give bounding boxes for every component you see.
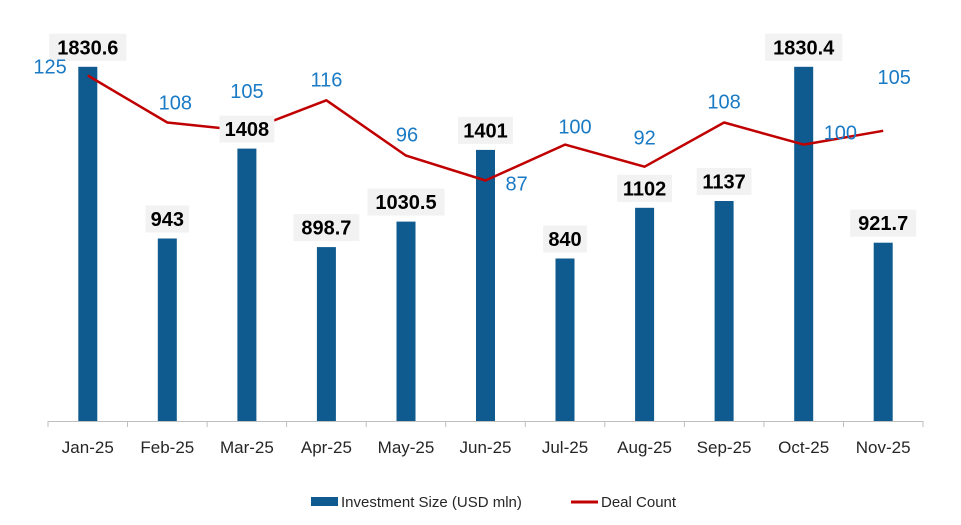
bar-mar-25 <box>237 148 257 421</box>
bars-layer <box>78 66 893 422</box>
bar-feb-25 <box>157 238 177 421</box>
bar-data-label-text: 1408 <box>225 119 270 141</box>
bar-data-label-text: 1830.6 <box>57 37 118 59</box>
legend-swatch-bar <box>311 497 338 506</box>
x-tick-label: Feb-25 <box>140 438 194 457</box>
line-data-label-mar-25: 105 <box>230 81 263 103</box>
bar-jul-25 <box>555 258 575 421</box>
bar-nov-25 <box>873 242 893 421</box>
bar-jun-25 <box>476 149 495 421</box>
legend-item-deal-count[interactable]: Deal Count <box>571 494 677 511</box>
bar-oct-25 <box>794 66 814 422</box>
bar-data-label-box <box>219 115 275 143</box>
bar-data-label-text: 943 <box>151 209 184 231</box>
bar-data-label-apr-25: 898.7 <box>293 214 360 242</box>
bar-data-label-text: 1830.4 <box>773 37 835 59</box>
x-tick-label: Sep-25 <box>697 438 752 457</box>
line-data-label-aug-25: 92 <box>633 128 655 150</box>
line-data-label-jul-25: 100 <box>558 117 591 139</box>
line-data-label-may-25: 96 <box>396 125 418 147</box>
bar-data-label-box <box>543 225 587 253</box>
bar-aug-25 <box>635 207 655 421</box>
line-data-label-jun-25: 87 <box>506 174 528 196</box>
line-data-label-jan-25: 125 <box>33 57 66 79</box>
bar-data-label-text: 840 <box>548 229 581 251</box>
bar-data-label-feb-25: 943 <box>145 205 190 233</box>
bar-data-label-box <box>765 33 843 61</box>
line-labels-layer: 125 108 105 116 96 87 100 92 108 100 105 <box>33 57 910 196</box>
legend-item-investment-size[interactable]: Investment Size (USD mln) <box>311 494 522 511</box>
bar-data-label-box <box>458 116 513 144</box>
bar-data-label-oct-25: 1830.4 <box>765 33 843 61</box>
x-tick-label: Jun-25 <box>460 438 512 457</box>
bar-data-label-aug-25: 1102 <box>617 174 672 202</box>
bar-data-label-text: 1137 <box>702 172 745 194</box>
x-tick-label: Nov-25 <box>856 438 911 457</box>
bar-data-label-text: 1030.5 <box>375 192 436 214</box>
bar-data-label-may-25: 1030.5 <box>367 188 445 216</box>
x-tick-label: Jul-25 <box>542 438 588 457</box>
x-tick-label: May-25 <box>378 438 435 457</box>
bar-data-label-jan-25: 1830.6 <box>49 33 127 61</box>
bar-sep-25 <box>714 201 734 421</box>
bar-data-label-box <box>145 205 190 233</box>
bar-data-label-jul-25: 840 <box>543 225 587 253</box>
bar-data-label-box <box>367 188 445 216</box>
bar-data-label-box <box>617 174 672 202</box>
bar-may-25 <box>396 221 416 421</box>
bar-data-label-text: 1102 <box>623 178 666 200</box>
x-tick-label: Aug-25 <box>617 438 672 457</box>
bar-apr-25 <box>316 247 336 421</box>
bar-data-label-text: 898.7 <box>301 218 351 240</box>
line-data-label-oct-25: 100 <box>824 123 857 145</box>
bar-data-label-text: 921.7 <box>858 213 908 235</box>
bar-data-label-mar-25: 1408 <box>219 115 275 143</box>
x-axis: Jan-25 Feb-25 Mar-25 Apr-25 May-25 Jun-25 Jul-… <box>47 421 924 457</box>
bar-jan-25 <box>78 66 98 422</box>
line-data-label-apr-25: 116 <box>310 69 342 91</box>
line-data-label-nov-25: 105 <box>878 67 911 89</box>
bar-data-label-box <box>696 168 752 195</box>
line-data-label-feb-25: 108 <box>159 93 192 115</box>
bar-data-label-box <box>49 33 127 61</box>
bar-data-label-box <box>850 209 917 237</box>
x-tick-label: Apr-25 <box>301 438 352 457</box>
line-data-label-sep-25: 108 <box>707 92 740 114</box>
bar-data-label-sep-25: 1137 <box>696 168 752 195</box>
bar-data-label-text: 1401 <box>463 120 508 142</box>
x-tick-label: Jan-25 <box>62 438 114 457</box>
bar-data-label-nov-25: 921.7 <box>850 209 917 237</box>
bar-data-label-box <box>293 214 360 242</box>
legend-label-deal-count: Deal Count <box>601 494 677 511</box>
bar-labels-layer: 1830.6 943 1408 898.7 1030.5 1401 840 1102 1137 1… <box>49 33 917 253</box>
x-tick-label: Mar-25 <box>220 438 274 457</box>
legend-label-investment-size: Investment Size (USD mln) <box>341 494 522 511</box>
x-tick-label: Oct-25 <box>778 438 829 457</box>
bar-data-label-jun-25: 1401 <box>458 116 513 144</box>
legend: Investment Size (USD mln) Deal Count <box>311 494 677 511</box>
